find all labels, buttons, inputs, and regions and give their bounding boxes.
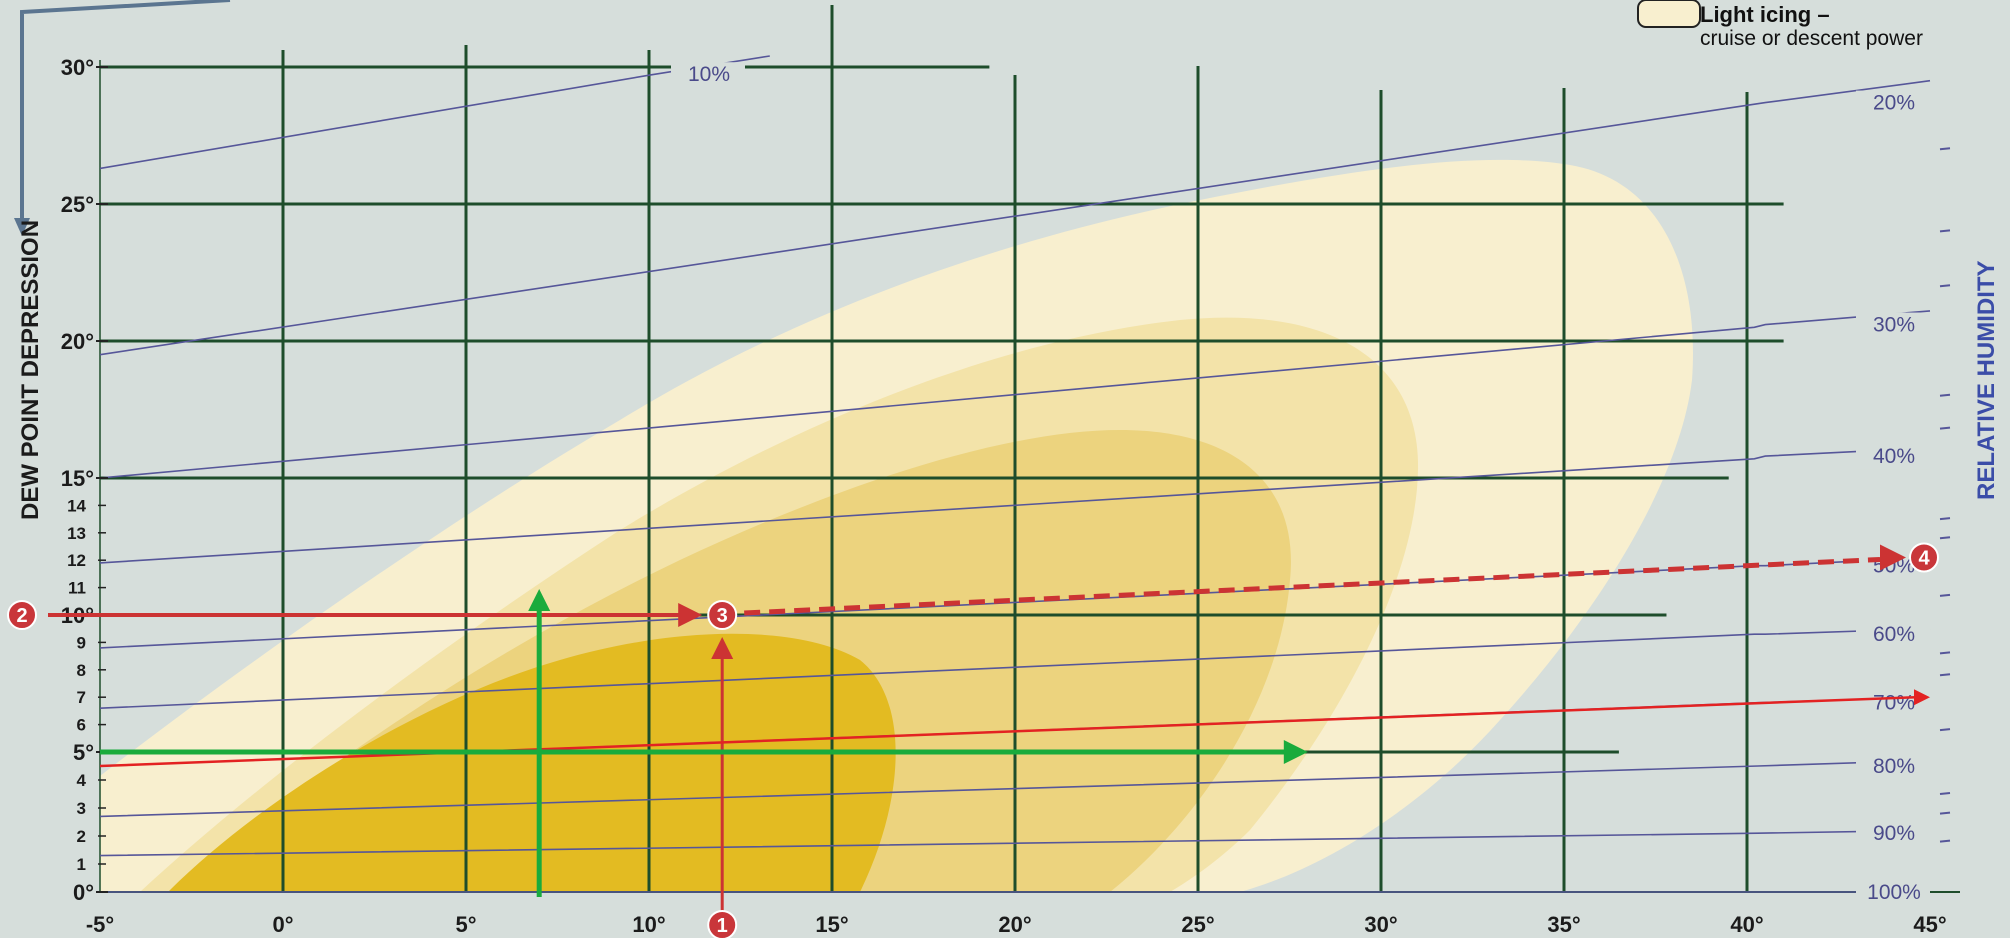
y-tick-label-major: 20°: [61, 329, 94, 354]
y-tick-label-major: 0°: [73, 880, 94, 905]
rh-label-70: 70%: [1873, 692, 1915, 715]
right-tick-5: [1939, 517, 1951, 521]
y-tick-label-minor: 1: [77, 855, 86, 874]
rh-line-30: [99, 310, 1931, 479]
y-axis-arrow: [20, 0, 231, 222]
rh-label-80: 80%: [1873, 755, 1915, 778]
legend-title: Light icing –: [1700, 2, 1830, 27]
rh-label-100: 100%: [1867, 881, 1921, 904]
rh-label-10: 10%: [688, 63, 730, 86]
y-tick-label-minor: 11: [68, 579, 86, 598]
step-marker-3-circle: [707, 600, 738, 630]
rh-label-backdrop: [1856, 821, 1930, 847]
rh-line-20: [99, 79, 1931, 356]
rh-label-backdrop: [671, 62, 745, 88]
step-marker-1-circle: [707, 910, 738, 938]
x-tick-label: 5°: [455, 912, 476, 937]
x-tick-label: 0°: [272, 912, 293, 937]
y-tick-label-minor: 2: [77, 827, 86, 846]
right-tick-8: [1939, 651, 1951, 655]
right-tick-9: [1939, 673, 1951, 677]
step-marker-3-label: 3: [717, 605, 728, 627]
x-tick-label: 40°: [1730, 912, 1763, 937]
right-tick-0: [1939, 147, 1951, 151]
x-tick-label: 10°: [632, 912, 665, 937]
legend-subtitle: cruise or descent power: [1700, 27, 1923, 50]
x-tick-label: 25°: [1181, 912, 1214, 937]
arrow-step3-head: [1880, 544, 1906, 571]
rh-label-20: 20%: [1873, 92, 1915, 115]
zone-severe-maximum-icing: [168, 633, 896, 892]
rh-line-40: [99, 447, 1931, 564]
rh-label-backdrop: [1856, 90, 1930, 116]
y-tick-label-minor: 6: [77, 716, 86, 735]
y-axis-title-group: DEW POINT DEPRESSION: [14, 0, 231, 520]
y-tick-label-minor: 7: [77, 688, 86, 707]
step-marker-4-circle: [1909, 542, 1939, 573]
y-axis-arrowhead: [14, 218, 30, 236]
arrow-70pct-line: [99, 695, 1917, 768]
y-tick-label-major: 5°: [73, 740, 94, 765]
right-tick-11: [1939, 792, 1951, 795]
y-tick-label-major: 25°: [61, 192, 94, 217]
x-tick-label: 30°: [1364, 912, 1397, 937]
legend-swatch: [1637, 0, 1701, 28]
x-tick-label: -5°: [86, 912, 114, 937]
rh-label-backdrop: [1856, 622, 1930, 648]
right-tick-4: [1939, 426, 1951, 430]
right-tick-7: [1939, 593, 1951, 597]
right-tick-12: [1939, 811, 1951, 815]
right-axis-ticks: [1939, 147, 1951, 843]
y-tick-label-minor: 8: [77, 661, 86, 680]
y-tick-label-major: 30°: [61, 55, 94, 80]
y-tick-label-major: 15°: [61, 466, 94, 491]
green-horizontal-head: [1283, 740, 1308, 764]
arrow-70pct-head: [1914, 689, 1930, 706]
green-vertical-head: [528, 589, 551, 611]
legend: Light icing – cruise or descent power: [1637, 0, 1923, 50]
arrow-step3-dashed: [744, 556, 1881, 616]
rh-label-backdrop: [1856, 444, 1930, 470]
right-tick-2: [1939, 284, 1951, 288]
step-marker-2-circle: [7, 600, 37, 630]
x-tick-label: 15°: [815, 912, 848, 937]
x-axis-ticks: -5° 0° 5° 10° 15° 20° 25° 30° 35° 40° 45°: [86, 912, 1947, 937]
step-marker-1-label: 1: [717, 915, 728, 937]
right-tick-6: [1939, 536, 1951, 540]
y2-axis-title: RELATIVE HUMIDITY: [1973, 260, 2000, 500]
rh-label-backdrop: [1856, 754, 1930, 779]
rh-line-60: [99, 627, 1931, 709]
rh-label-90: 90%: [1873, 822, 1915, 845]
rh-label-backdrop: [1856, 312, 1930, 338]
arrow-step1-head: [711, 637, 734, 659]
y-axis-title: DEW POINT DEPRESSION: [17, 220, 44, 520]
right-tick-10: [1939, 728, 1951, 732]
right-tick-1: [1939, 229, 1951, 233]
rh-label-60: 60%: [1873, 623, 1915, 646]
y-tick-label-minor: 3: [77, 799, 86, 818]
x-tick-label: 45°: [1913, 912, 1946, 937]
x-tick-label: 35°: [1547, 912, 1580, 937]
y-tick-label-minor: 14: [67, 496, 86, 515]
rh-label-backdrop: [1856, 880, 1930, 905]
rh-label-30: 30%: [1873, 314, 1915, 337]
icing-zones: [100, 159, 1693, 892]
annotation-arrows: [48, 544, 1930, 935]
right-tick-3: [1939, 393, 1951, 397]
y-tick-label-minor: 4: [77, 771, 87, 790]
x-tick-label: 20°: [998, 912, 1031, 937]
rh-label-40: 40%: [1873, 445, 1915, 468]
right-tick-13: [1939, 839, 1951, 843]
step-markers: 12 34: [7, 542, 1939, 938]
arrow-step2-head: [678, 603, 703, 627]
y-tick-label-minor: 13: [67, 524, 86, 543]
step-marker-4-label: 4: [1918, 547, 1930, 569]
y-tick-label-minor: 9: [77, 633, 86, 652]
y-tick-label-minor: 12: [67, 551, 86, 570]
relative-humidity-labels: 10%20%30%40%50%60%70%80%90%100%: [671, 62, 1930, 905]
step-marker-2-label: 2: [16, 605, 27, 627]
